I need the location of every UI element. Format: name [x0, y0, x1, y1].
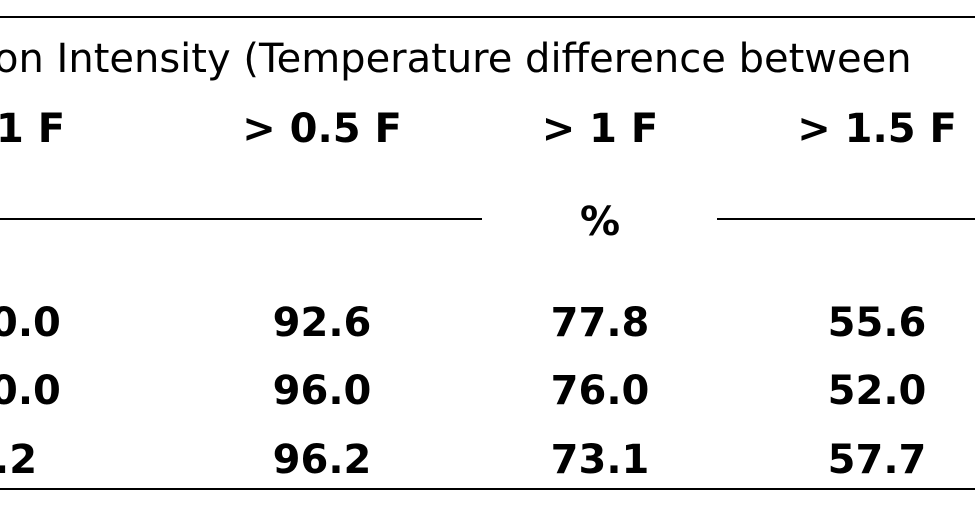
top-rule: [0, 16, 975, 18]
table-cell: 92.6: [272, 300, 372, 346]
table-cell: .2: [0, 437, 38, 483]
column-header: > 1.5 F: [797, 106, 957, 152]
bottom-rule: [0, 488, 975, 490]
table-cell: 96.0: [272, 368, 372, 414]
table-cell: 0.0: [0, 368, 61, 414]
unit-label: %: [579, 199, 621, 245]
table-title: on Intensity (Temperature difference bet…: [0, 36, 912, 82]
table-cell: 76.0: [550, 368, 650, 414]
column-header: 1 F: [0, 106, 66, 152]
table-cell: 55.6: [827, 300, 927, 346]
unit-rule-right: [717, 218, 975, 220]
table-cell: 0.0: [0, 300, 61, 346]
table-cell: 96.2: [272, 437, 372, 483]
table-cell: 57.7: [827, 437, 927, 483]
table-cell: 77.8: [550, 300, 650, 346]
table-cell: 73.1: [550, 437, 650, 483]
column-header: > 1 F: [541, 106, 659, 152]
unit-rule-left: [0, 218, 482, 220]
table-cell: 52.0: [827, 368, 927, 414]
column-header: > 0.5 F: [242, 106, 402, 152]
